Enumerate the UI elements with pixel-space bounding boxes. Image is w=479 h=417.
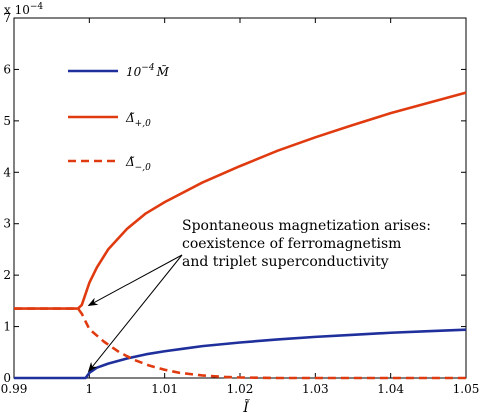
annotation-line-2: coexistence of ferromagnetism [182,236,401,252]
y-multiplier-base: x 10 [4,3,30,17]
legend-label-base: 10 [126,65,142,79]
legend-label-base: Δ̃ [125,155,135,169]
series-lines [14,91,467,380]
legend-label-base: Δ̃ [125,111,135,125]
annotation: Spontaneous magnetization arises: coexist… [87,218,431,373]
legend-label-2: Δ̃+,0 [125,111,151,129]
y-tick-label: 5 [3,114,11,128]
y-tick-label: 3 [3,217,11,231]
x-tick-label: 1.03 [302,382,329,396]
y-tick-label: 7 [3,11,11,25]
y-tick-label: 4 [3,165,11,179]
x-tick-label: 1.01 [151,382,178,396]
y-tick-label: 6 [3,62,11,76]
legend-label-3: Δ̃−,0 [125,155,151,173]
x-tick-label: 1.04 [377,382,404,396]
series-line-1 [14,328,467,380]
x-tick-label: 1 [86,382,94,396]
legend-label-sub: −,0 [135,163,151,173]
y-multiplier-label: x 10−4 [4,2,43,17]
series-line-2 [14,91,467,310]
legend-label-sup: −4 [141,63,155,73]
legend: 10−4 M̃Δ̃+,0Δ̃−,0 [68,63,170,173]
annotation-arrow-1 [87,254,183,307]
annotation-line-1: Spontaneous magnetization arises: [182,218,431,234]
axis-ticks: 0.99 1 1.01 1.02 1.03 1.04 1.05 0 1 2 3 4 5 6 7 [1,11,479,396]
y-tick-label: 0 [3,371,11,385]
legend-label-1: 10−4 M̃ [126,63,170,79]
y-multiplier-exponent: −4 [30,2,44,12]
x-axis-title: Ĩ [242,398,250,416]
series-line-3 [14,307,466,380]
x-tick-label: 1.05 [453,382,479,396]
x-tick-label: 0.99 [1,382,28,396]
y-tick-label: 1 [3,320,11,334]
annotation-line-3: and triplet superconductivity [182,254,389,270]
legend-label-sub: +,0 [135,119,151,129]
legend-label-tail: M̃ [156,64,170,79]
y-tick-label: 2 [3,268,11,282]
annotation-arrow-2 [87,254,183,373]
x-tick-label: 1.02 [227,382,254,396]
